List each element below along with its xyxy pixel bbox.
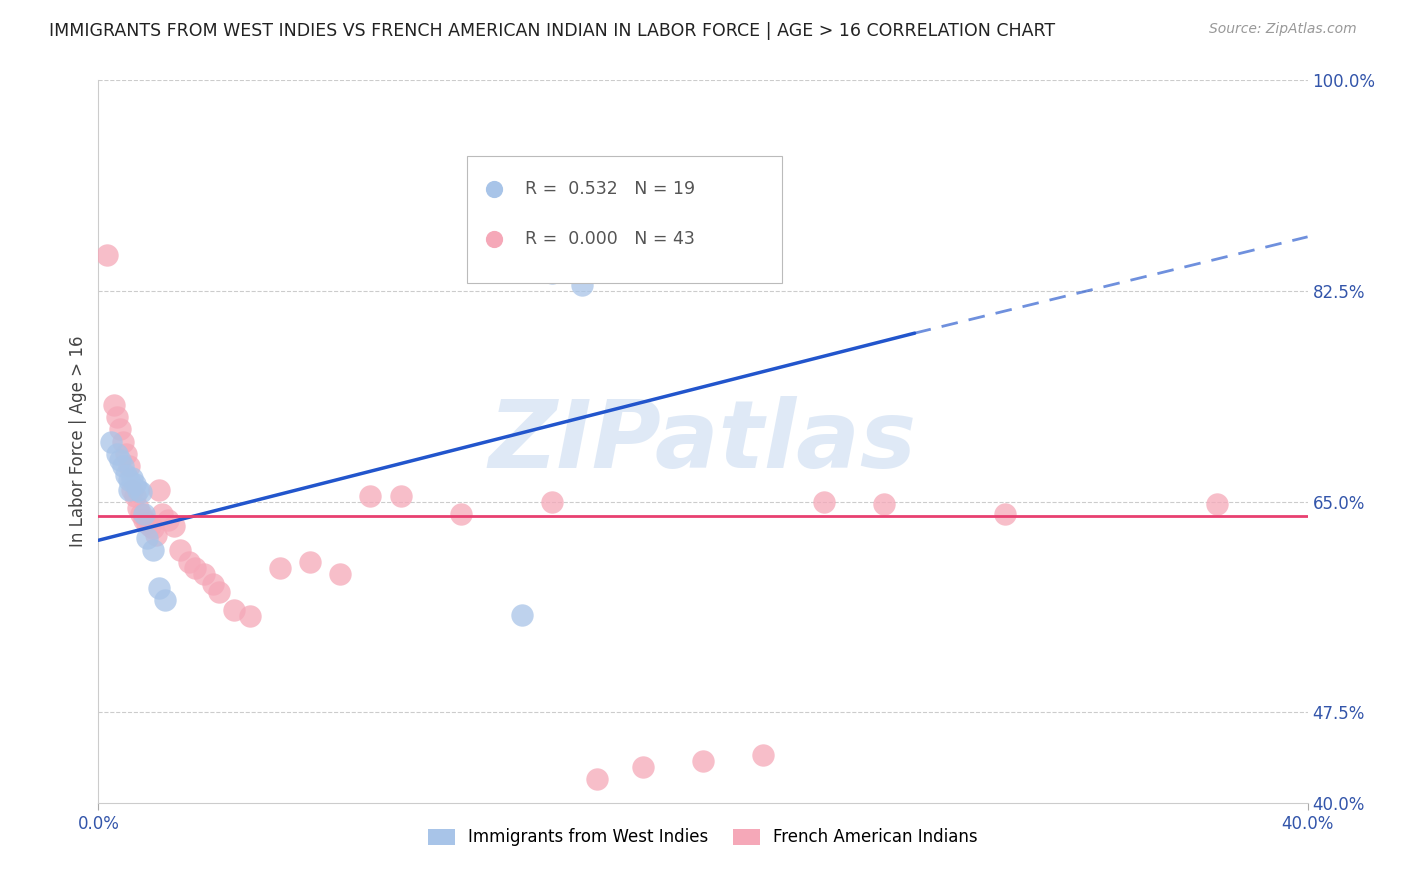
Point xyxy=(135,516,157,531)
Point xyxy=(135,531,157,545)
Point xyxy=(124,476,146,491)
Point xyxy=(150,507,173,521)
Point xyxy=(105,410,128,425)
FancyBboxPatch shape xyxy=(467,156,782,283)
Text: R =  0.000   N = 43: R = 0.000 N = 43 xyxy=(526,230,695,248)
Point xyxy=(224,603,246,617)
Text: IMMIGRANTS FROM WEST INDIES VS FRENCH AMERICAN INDIAN IN LABOR FORCE | AGE > 16 : IMMIGRANTS FROM WEST INDIES VS FRENCH AM… xyxy=(49,22,1056,40)
Point xyxy=(813,494,835,508)
Point xyxy=(121,470,143,484)
Point xyxy=(103,398,125,412)
Point xyxy=(169,542,191,557)
Point xyxy=(145,528,167,542)
Point xyxy=(114,446,136,460)
Point xyxy=(108,422,131,436)
Point xyxy=(540,494,562,508)
Point xyxy=(100,434,122,449)
Point xyxy=(111,434,134,449)
Point xyxy=(1206,497,1229,511)
Point xyxy=(1076,253,1098,268)
Text: ZIPatlas: ZIPatlas xyxy=(489,395,917,488)
Point xyxy=(111,458,134,473)
Point xyxy=(450,507,472,521)
Point xyxy=(179,555,201,569)
Point xyxy=(994,507,1017,521)
Point xyxy=(127,500,149,515)
Point xyxy=(208,585,231,599)
Point xyxy=(156,513,179,527)
Text: Source: ZipAtlas.com: Source: ZipAtlas.com xyxy=(1209,22,1357,37)
Point xyxy=(329,567,352,582)
Point xyxy=(873,497,896,511)
Point xyxy=(631,759,654,773)
Point xyxy=(118,473,141,487)
Point xyxy=(269,561,291,575)
Point xyxy=(108,452,131,467)
Point xyxy=(148,582,170,596)
Point xyxy=(692,754,714,768)
Point xyxy=(105,446,128,460)
Point xyxy=(153,593,176,607)
Point xyxy=(239,609,262,624)
Point xyxy=(142,521,165,535)
Point xyxy=(132,507,155,521)
Point xyxy=(129,485,152,500)
Point xyxy=(571,277,593,292)
Point xyxy=(540,266,562,280)
Legend: Immigrants from West Indies, French American Indians: Immigrants from West Indies, French Amer… xyxy=(427,829,979,847)
Point xyxy=(118,458,141,473)
Point xyxy=(96,248,118,262)
Point xyxy=(114,468,136,483)
Point xyxy=(510,607,533,622)
Point xyxy=(124,489,146,503)
Point xyxy=(163,518,186,533)
Point xyxy=(142,542,165,557)
Point xyxy=(360,489,382,503)
Point xyxy=(148,483,170,497)
Point xyxy=(184,561,207,575)
Point xyxy=(752,747,775,762)
Point xyxy=(118,483,141,497)
Point xyxy=(121,483,143,497)
Point xyxy=(389,489,412,503)
Point xyxy=(586,772,609,786)
Point xyxy=(193,567,215,582)
Point xyxy=(202,576,225,591)
Point xyxy=(1076,338,1098,352)
Point xyxy=(129,507,152,521)
Point xyxy=(139,518,162,533)
Point xyxy=(132,513,155,527)
Text: R =  0.532   N = 19: R = 0.532 N = 19 xyxy=(526,179,696,198)
Point xyxy=(299,555,322,569)
Y-axis label: In Labor Force | Age > 16: In Labor Force | Age > 16 xyxy=(69,335,87,548)
Point xyxy=(127,483,149,497)
